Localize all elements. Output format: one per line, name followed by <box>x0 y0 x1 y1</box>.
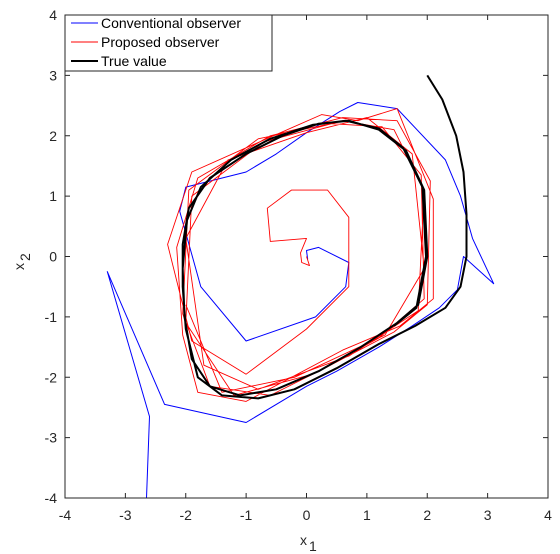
series-true-value <box>181 74 468 400</box>
y-tick-label: -3 <box>45 430 58 446</box>
x-tick-label: -1 <box>240 507 253 523</box>
x-tick-label: 4 <box>544 507 552 523</box>
y-tick-label: 0 <box>49 249 57 265</box>
y-axis-label-sub: 2 <box>17 253 33 261</box>
y-tick-label: -4 <box>45 490 58 506</box>
series-layer <box>106 74 495 498</box>
y-axis-label: x 2 <box>11 253 33 270</box>
y-axis-label-base: x <box>11 263 27 270</box>
y-tick-label: 3 <box>49 67 57 83</box>
y-tick-label: 4 <box>49 7 57 23</box>
y-tick-label: -2 <box>45 369 58 385</box>
legend-label-proposed: Proposed observer <box>101 34 220 50</box>
x-tick-label: -2 <box>180 507 193 523</box>
x-axis-label-base: x <box>300 532 307 548</box>
x-axis-label-sub: 1 <box>309 538 317 554</box>
series-proposed-observer <box>167 108 434 402</box>
x-tick-label: -4 <box>59 507 72 523</box>
y-tick-label: 1 <box>49 188 57 204</box>
y-tick-label: -1 <box>45 309 58 325</box>
legend-box <box>64 14 273 72</box>
y-tick-label: 2 <box>49 128 57 144</box>
x-tick-label: 3 <box>484 507 492 523</box>
legend: Conventional observer Proposed observer … <box>64 14 273 72</box>
legend-label-conventional: Conventional observer <box>101 15 241 31</box>
x-tick-label: 1 <box>363 507 371 523</box>
x-tick-label: 2 <box>423 507 431 523</box>
legend-label-true-value: True value <box>101 53 167 69</box>
x-tick-label: -3 <box>119 507 132 523</box>
series-conventional-observer <box>106 102 495 498</box>
x-axis-label: x 1 <box>300 532 317 554</box>
x-tick-label: 0 <box>303 507 311 523</box>
